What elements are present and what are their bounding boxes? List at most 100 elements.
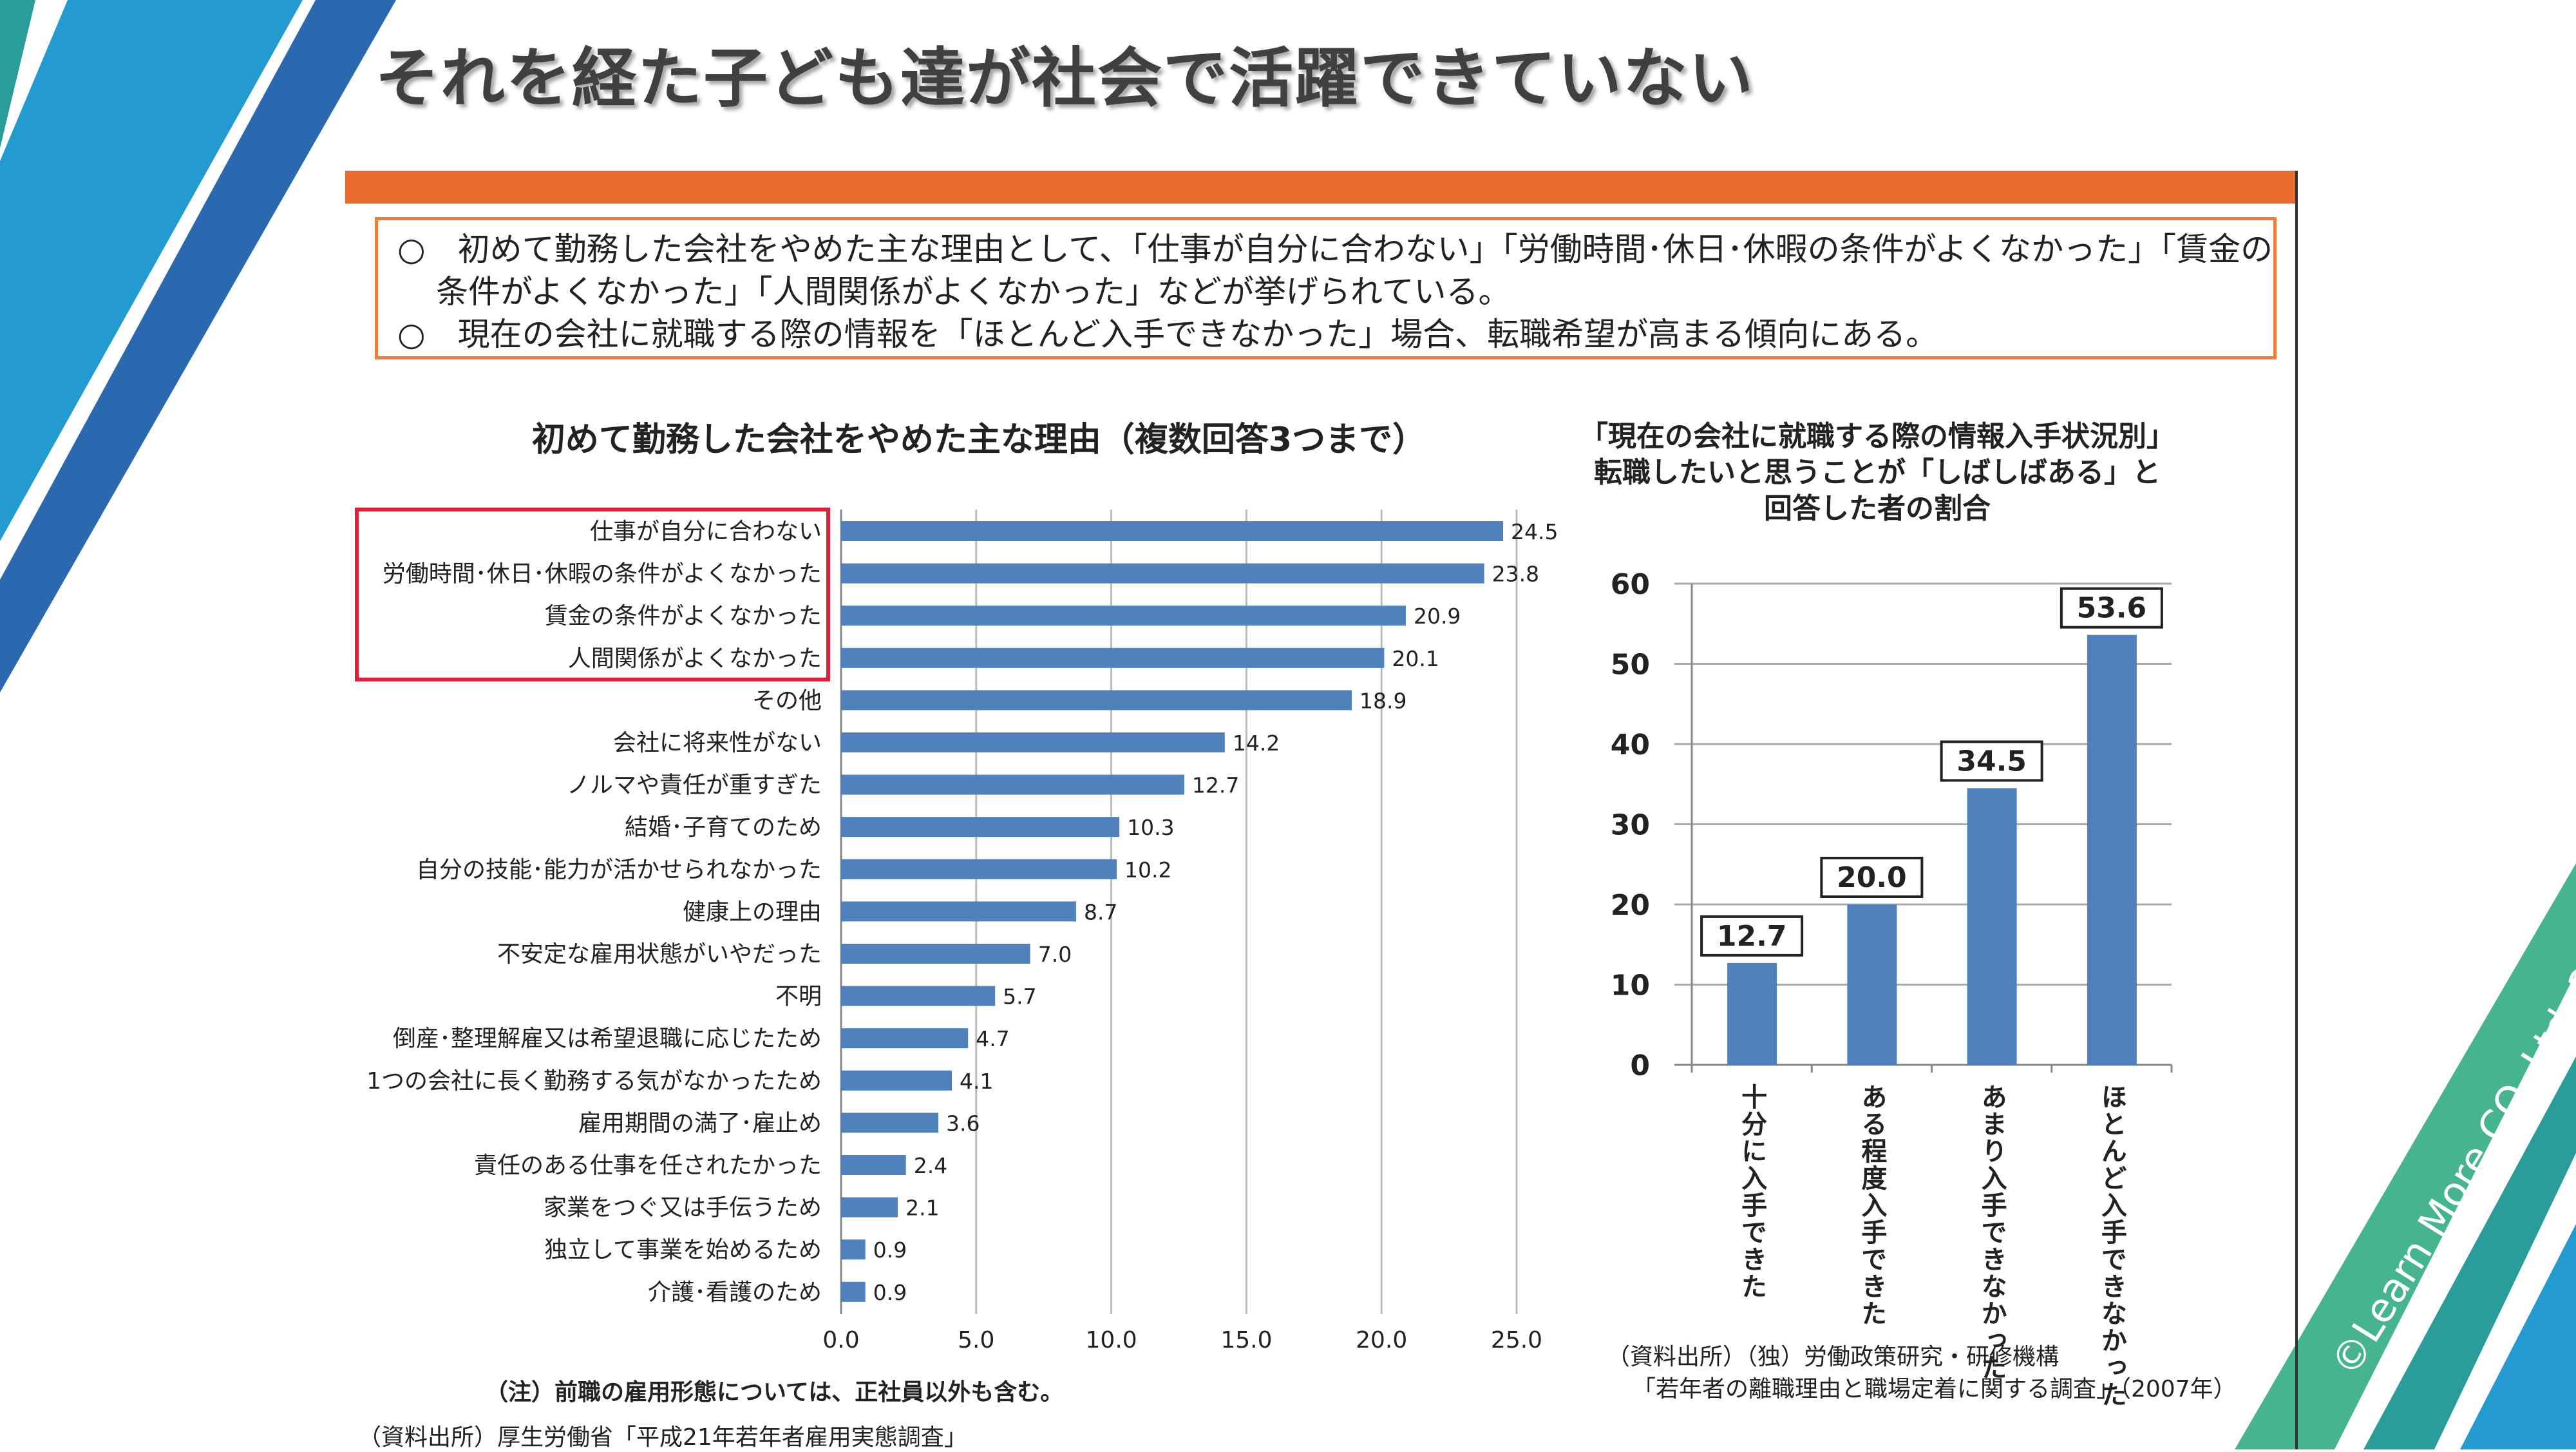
data-label: 10.3 [1127, 815, 1174, 840]
bar [841, 690, 1352, 711]
bar [841, 901, 1077, 922]
data-label: 34.5 [1956, 745, 2027, 778]
data-label: 12.7 [1717, 920, 1787, 953]
x-tick-label: 10.0 [1086, 1327, 1137, 1353]
data-label: 23.8 [1492, 562, 1539, 587]
category-label: 十分に入手できた [1737, 1084, 1767, 1300]
bar [841, 1239, 866, 1260]
right-chart-title-line: 「現在の会社に就職する際の情報入手状況別」 [1580, 420, 2175, 453]
bar [841, 774, 1184, 795]
category-label: ある程度入手できた [1857, 1084, 1887, 1327]
y-tick-label: 0 [1630, 1049, 1650, 1082]
bar [1967, 788, 2017, 1065]
bar [841, 1281, 866, 1302]
category-label: 人間関係がよくなかった [568, 645, 822, 672]
bar [841, 647, 1385, 668]
data-label: 4.1 [960, 1069, 993, 1094]
category-label: 責任のある仕事を任されたかった [474, 1152, 822, 1179]
bar [841, 1113, 939, 1133]
category-label: 会社に将来性がない [613, 730, 822, 756]
category-label: 雇用期間の満了･雇止め [578, 1110, 822, 1136]
data-label: 10.2 [1124, 857, 1171, 883]
bar [841, 944, 1030, 964]
data-label: 20.0 [1837, 861, 1907, 894]
right-chart-title: 「現在の会社に就職する際の情報入手状況別」 転職したいと思うことが「しばしばある… [1558, 419, 2196, 527]
data-label: 12.7 [1192, 773, 1239, 798]
bar [841, 732, 1225, 752]
data-label: 0.9 [873, 1237, 907, 1263]
data-label: 3.6 [946, 1111, 980, 1136]
data-label: 8.7 [1084, 899, 1117, 924]
right-chart-title-line: 回答した者の割合 [1764, 492, 1991, 525]
category-label: あまり入手できなかった [1977, 1084, 2007, 1381]
source-right-line: 「若年者の離職理由と職場定着に関する調査」（2007年） [1633, 1376, 2237, 1402]
y-tick-label: 30 [1611, 809, 1650, 842]
y-tick-label: 20 [1611, 889, 1650, 922]
frame-divider [2295, 171, 2298, 1449]
summary-line: 条件がよくなかった」「人間関係がよくなかった」などが挙げられている。 [436, 273, 1511, 310]
data-label: 2.1 [905, 1196, 939, 1221]
data-label: 4.7 [976, 1026, 1009, 1051]
category-label: 労働時間･休日･休暇の条件がよくなかった [383, 561, 822, 587]
data-label: 18.9 [1359, 688, 1406, 713]
stripe-teal [0, 0, 35, 148]
data-label: 7.0 [1038, 942, 1072, 967]
bar [1727, 962, 1777, 1065]
data-label-box [1940, 740, 2043, 782]
category-label: ノルマや責任が重すぎた [567, 772, 822, 799]
data-label: 5.7 [1003, 984, 1036, 1009]
y-tick-label: 60 [1611, 568, 1650, 601]
stripe-teal-br [2363, 1056, 2576, 1449]
summary-line: ○ 初めて勤務した会社をやめた主な理由として、「仕事が自分に合わない」「労働時間… [397, 231, 2273, 268]
source-left: （資料出所）厚生労働省「平成21年若年者雇用実態調査」 [358, 1424, 967, 1451]
data-label-box [2060, 587, 2163, 629]
category-label: 1つの会社に長く勤務する気がなかったため [366, 1068, 822, 1094]
stripe-green [2235, 863, 2576, 1449]
bar [841, 817, 1120, 837]
x-tick-label: 25.0 [1491, 1327, 1542, 1353]
bar [841, 986, 996, 1006]
bar [841, 859, 1117, 879]
slide-title: それを経た子ども達が社会で活躍できていない [375, 41, 1754, 116]
bar [841, 521, 1504, 541]
data-label: 0.9 [873, 1280, 907, 1305]
data-label: 20.1 [1392, 646, 1439, 671]
bar [2087, 635, 2137, 1065]
data-label: 14.2 [1233, 731, 1280, 756]
source-right: （資料出所）（独）労働政策研究・研修機構 「若年者の離職理由と職場定着に関する調… [1607, 1341, 2237, 1406]
highlight-box [355, 508, 830, 682]
x-tick-label: 15.0 [1220, 1327, 1272, 1353]
chart-note: （注）前職の雇用形態については、正社員以外も含む。 [485, 1379, 1064, 1406]
category-label: 自分の技能･能力が活かせられなかった [416, 857, 822, 883]
data-label-box [1700, 915, 1804, 957]
category-label: 不明 [775, 984, 822, 1010]
left-chart-title: 初めて勤務した会社をやめた主な理由（複数回答3つまで） [531, 421, 1426, 459]
right-chart-title-line: 転職したいと思うことが「しばしばある」と [1594, 456, 2161, 489]
stripe-blue-br [2460, 1224, 2576, 1449]
x-tick-label: 20.0 [1356, 1327, 1407, 1353]
bar [841, 563, 1484, 584]
category-label: 賃金の条件がよくなかった [545, 603, 822, 629]
bar [841, 1028, 969, 1049]
category-label: 不安定な雇用状態がいやだった [497, 941, 822, 968]
y-tick-label: 40 [1611, 729, 1650, 761]
data-label: 24.5 [1511, 519, 1558, 544]
bar [1847, 904, 1897, 1065]
category-label: 結婚･子育てのため [625, 814, 822, 841]
x-tick-label: 5.0 [958, 1327, 994, 1353]
category-label: ほとんど入手できなかった [2097, 1084, 2127, 1408]
category-label: 家業をつぐ又は手伝うため [544, 1195, 822, 1221]
summary-box: ○ 初めて勤務した会社をやめた主な理由として、「仕事が自分に合わない」「労働時間… [375, 217, 2277, 359]
data-label-box [1820, 857, 1924, 898]
y-tick-label: 10 [1611, 970, 1650, 1002]
data-label: 20.9 [1414, 604, 1461, 629]
stripe-blue [0, 0, 303, 541]
data-label: 2.4 [914, 1153, 947, 1178]
category-label: 介護･看護のため [648, 1279, 822, 1306]
category-label: 独立して事業を始めるため [544, 1237, 822, 1263]
y-tick-label: 50 [1611, 649, 1650, 682]
bar [841, 1197, 898, 1218]
